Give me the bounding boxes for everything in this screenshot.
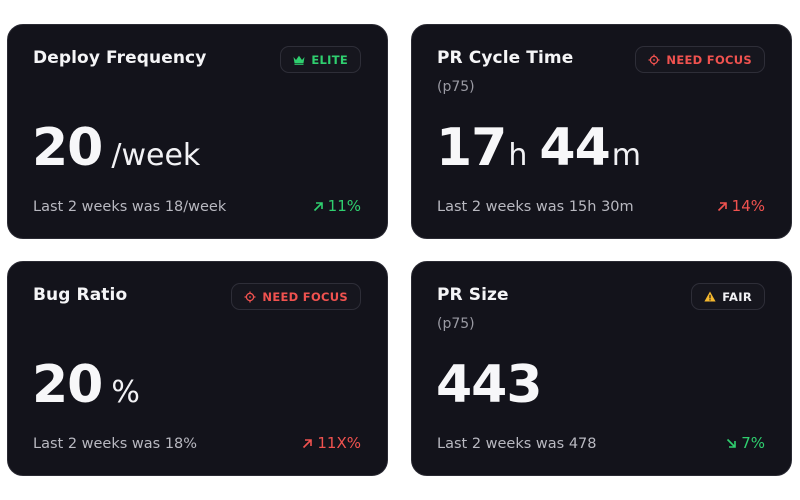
delta-value: 7% xyxy=(741,434,765,452)
metric-card-pr-size[interactable]: PR Size (p75) FAIR 443 Last 2 weeks was … xyxy=(411,261,792,476)
badge-label: NEED FOCUS xyxy=(262,289,348,304)
delta-indicator: 11X% xyxy=(302,434,361,452)
metric-card-deploy-frequency[interactable]: Deploy Frequency ELITE 20 /week Last 2 w… xyxy=(7,24,388,239)
metric-value: 20 /week xyxy=(32,118,200,178)
comparison-text: Last 2 weeks was 15h 30m xyxy=(437,199,634,215)
unit-minutes: m xyxy=(611,138,641,173)
status-badge: NEED FOCUS xyxy=(231,283,361,310)
arrow-up-right-icon xyxy=(717,201,727,211)
delta-value: 11% xyxy=(327,197,361,215)
value-unit: % xyxy=(111,375,140,410)
badge-label: ELITE xyxy=(311,52,348,67)
status-badge: ELITE xyxy=(280,46,361,73)
delta-indicator: 7% xyxy=(726,434,765,452)
delta-value: 14% xyxy=(731,197,765,215)
card-subtitle: (p75) xyxy=(437,316,475,332)
target-icon xyxy=(244,291,256,302)
comparison-text: Last 2 weeks was 18/week xyxy=(33,199,227,215)
value-number: 20 xyxy=(32,118,103,178)
value-number: 20 xyxy=(32,355,103,415)
status-badge: FAIR xyxy=(691,283,765,310)
crown-icon xyxy=(293,55,305,65)
card-title: Bug Ratio xyxy=(33,285,128,305)
card-title: PR Cycle Time xyxy=(437,48,574,68)
target-icon xyxy=(648,54,660,65)
value-number: 443 xyxy=(436,355,543,415)
badge-label: FAIR xyxy=(722,289,752,304)
arrow-up-right-icon xyxy=(313,201,323,211)
unit-hours: h xyxy=(508,138,528,173)
comparison-text: Last 2 weeks was 18% xyxy=(33,436,198,452)
card-title: Deploy Frequency xyxy=(33,48,207,68)
metric-value: 17 h 44 m xyxy=(436,118,641,178)
delta-indicator: 14% xyxy=(717,197,765,215)
badge-label: NEED FOCUS xyxy=(666,52,752,67)
status-badge: NEED FOCUS xyxy=(635,46,765,73)
delta-value: 11X% xyxy=(317,434,361,452)
arrow-up-right-icon xyxy=(303,438,313,448)
value-unit: /week xyxy=(111,138,201,173)
metric-card-bug-ratio[interactable]: Bug Ratio NEED FOCUS 20 % Last 2 weeks w… xyxy=(7,261,388,476)
value-hours: 17 xyxy=(436,118,507,178)
warning-icon xyxy=(704,291,716,302)
card-title: PR Size xyxy=(437,285,509,305)
delta-indicator: 11% xyxy=(313,197,361,215)
arrow-down-right-icon xyxy=(727,438,737,448)
comparison-text: Last 2 weeks was 478 xyxy=(437,436,597,452)
metric-value: 20 % xyxy=(32,355,140,415)
metric-value: 443 xyxy=(436,355,543,415)
metric-card-pr-cycle-time[interactable]: PR Cycle Time (p75) NEED FOCUS 17 h 44 m… xyxy=(411,24,792,239)
value-minutes: 44 xyxy=(539,118,610,178)
card-subtitle: (p75) xyxy=(437,79,475,95)
